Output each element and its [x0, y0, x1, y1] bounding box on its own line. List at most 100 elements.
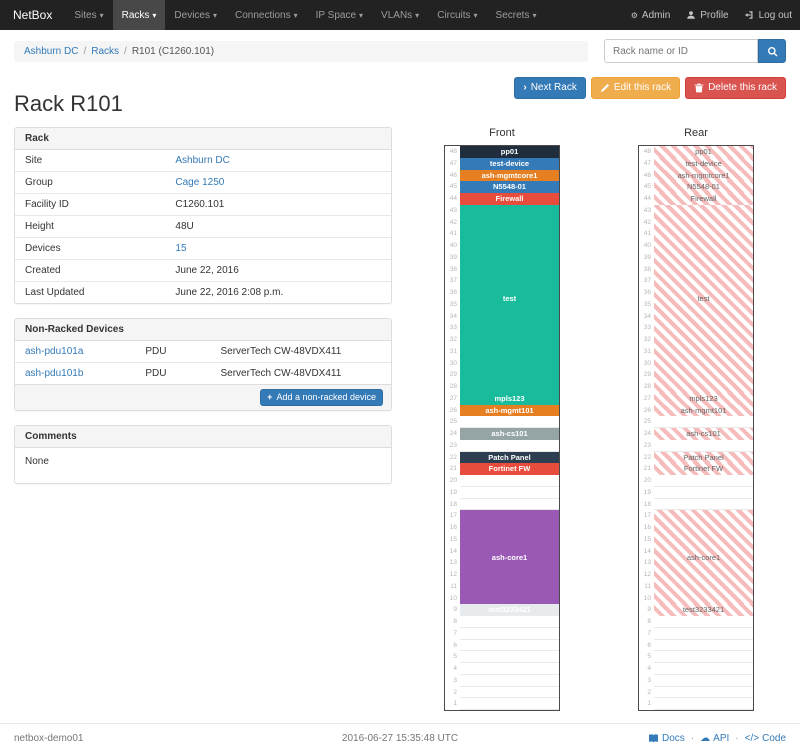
nav-item-racks[interactable]: Racks ▾ — [112, 0, 166, 30]
unit-number: 35 — [449, 300, 457, 308]
nav-item-profile[interactable]: Profile — [678, 0, 736, 30]
rear-elevation: Rear 48 47 46 45 44 43 42 41 40 39 38 37 36 35 34 33 32 3… — [638, 127, 754, 711]
unit-number: 12 — [643, 571, 651, 578]
rack-slot-fortinet-fw[interactable]: Fortinet FW — [460, 463, 559, 475]
button-label: Next Rack — [530, 82, 577, 93]
nav-item-sites[interactable]: Sites ▾ — [65, 0, 112, 30]
rack-slot-ash-cs101[interactable]: ash-cs101 — [654, 428, 753, 440]
rack-attr-row: Site Ashburn DC — [15, 150, 391, 172]
rack-slot-mpls123[interactable]: mpls123 — [460, 392, 559, 405]
device-link[interactable]: ash-pdu101b — [25, 368, 84, 379]
unit-number: 16 — [449, 524, 457, 531]
unit-number: 17 — [643, 512, 651, 520]
breadcrumb-item-racks[interactable]: Racks — [91, 45, 120, 57]
footer-link-code[interactable]: </> Code — [745, 733, 786, 744]
book-icon — [648, 733, 659, 744]
caret-down-icon: ▾ — [473, 10, 478, 20]
nav-item-log-out[interactable]: Log out — [737, 0, 800, 30]
nav-item-secrets[interactable]: Secrets ▾ — [487, 0, 546, 30]
unit-number: 18 — [449, 500, 457, 508]
rack-slots: pp01 test-device ash-mgmtcore1 N5548-01 Fire… — [654, 146, 753, 710]
rack-slot-fortinet-fw[interactable]: Fortinet FW — [654, 463, 753, 475]
breadcrumb: Ashburn DC / Racks / R101 (C1260.101) — [14, 40, 588, 62]
unit-number: 28 — [449, 383, 457, 390]
rack-slot-firewall[interactable]: Firewall — [460, 193, 559, 205]
rack-slot-n5548-01[interactable]: N5548-01 — [654, 181, 753, 193]
rack-slot-test[interactable]: test — [460, 204, 559, 393]
search-input[interactable] — [604, 39, 758, 63]
unit-number: 39 — [643, 253, 651, 261]
add-nonracked-device-button[interactable]: + Add a non-racked device — [260, 389, 383, 406]
unit-number: 16 — [643, 524, 651, 531]
unit-number: 23 — [449, 441, 457, 449]
rack-slot-ash-mgmtcore1[interactable]: ash-mgmtcore1 — [460, 169, 559, 182]
rack-slot-test3233421[interactable]: test3233421 — [654, 604, 753, 616]
rack-attr-row: Last Updated June 22, 2016 2:08 p.m. — [15, 281, 391, 303]
device-role-cell: PDU — [135, 362, 211, 384]
attr-value-link[interactable]: 15 — [175, 243, 187, 254]
nav-item-label: Log out — [758, 9, 792, 21]
rack-slot-test-device[interactable]: test-device — [460, 157, 559, 170]
rack-slot-empty — [460, 698, 559, 710]
rack-slot-ash-mgmt101[interactable]: ash-mgmt101 — [460, 404, 559, 417]
unit-number: 32 — [449, 336, 457, 343]
rack-slot-empty — [654, 674, 753, 687]
device-name-cell: ash-pdu101b — [15, 362, 136, 384]
attr-label: Last Updated — [15, 281, 166, 303]
rack-slot-empty — [460, 674, 559, 687]
attr-value: Cage 1250 — [165, 171, 391, 194]
nav-item-admin[interactable]: ⚙ Admin — [623, 0, 679, 30]
rack-slot-ash-mgmtcore1[interactable]: ash-mgmtcore1 — [654, 169, 753, 182]
rack-slot-empty — [654, 663, 753, 675]
rack-slots: pp01 test-device ash-mgmtcore1 N5548-01 Fire… — [460, 146, 559, 710]
rack-slot-ash-core1[interactable]: ash-core1 — [460, 510, 559, 605]
edit-this-rack-button[interactable]: Edit this rack — [590, 77, 681, 99]
search-button[interactable] — [758, 39, 786, 63]
rack-slot-empty — [654, 639, 753, 652]
rack-slot-firewall[interactable]: Firewall — [654, 193, 753, 205]
rack-slot-test-device[interactable]: test-device — [654, 157, 753, 170]
rack-panel: Rack Site Ashburn DC Group Cage 1250 Facilit… — [14, 127, 392, 304]
rack-attr-row: Group Cage 1250 — [15, 171, 391, 194]
rack-slot-patch-panel[interactable]: Patch Panel — [460, 451, 559, 464]
rack-slot-ash-mgmt101[interactable]: ash-mgmt101 — [654, 404, 753, 417]
navbar: NetBox Sites ▾ Racks ▾ Devices ▾ Connections ▾ I… — [0, 0, 800, 30]
rack-slot-test3233421[interactable]: test3233421 — [460, 604, 559, 616]
footer-link-docs[interactable]: Docs — [648, 733, 685, 744]
delete-this-rack-button[interactable]: Delete this rack — [685, 77, 786, 99]
attr-value-link[interactable]: Ashburn DC — [175, 155, 230, 166]
nav-item-circuits[interactable]: Circuits ▾ — [428, 0, 486, 30]
rack-slot-n5548-01[interactable]: N5548-01 — [460, 181, 559, 193]
next-rack-button[interactable]: › Next Rack — [514, 77, 586, 99]
brand[interactable]: NetBox — [13, 8, 53, 22]
nav-item-connections[interactable]: Connections ▾ — [226, 0, 307, 30]
footer-link-api[interactable]: ☁ API — [700, 733, 729, 744]
unit-number: 3 — [647, 676, 651, 684]
rack-slot-pp01[interactable]: pp01 — [460, 146, 559, 158]
nav-item-devices[interactable]: Devices ▾ — [165, 0, 226, 30]
attr-value-link[interactable]: Cage 1250 — [175, 177, 225, 188]
nav-item-vlans[interactable]: VLANs ▾ — [372, 0, 428, 30]
footer-links: Docs · ☁ API · </> Code — [552, 733, 786, 744]
unit-number: 12 — [449, 571, 457, 578]
unit-number: 22 — [449, 453, 457, 461]
rack-slot-test[interactable]: test — [654, 204, 753, 393]
nonracked-device-row: ash-pdu101a PDU ServerTech CW-48VDX411 — [15, 341, 391, 363]
rack-details-column: Rack Site Ashburn DC Group Cage 1250 Facilit… — [14, 127, 392, 498]
breadcrumb-item-r101-c1260-101: R101 (C1260.101) — [131, 45, 215, 57]
rack-slot-mpls123[interactable]: mpls123 — [654, 392, 753, 405]
rack-slot-patch-panel[interactable]: Patch Panel — [654, 451, 753, 464]
button-label: Delete this rack — [708, 82, 777, 93]
rack-slot-ash-core1[interactable]: ash-core1 — [654, 510, 753, 605]
rack-slot-empty — [654, 616, 753, 628]
rack-slot-ash-cs101[interactable]: ash-cs101 — [460, 428, 559, 440]
trash-icon — [694, 83, 704, 93]
rack-slot-empty — [654, 486, 753, 499]
rack-slot-empty — [460, 639, 559, 652]
device-link[interactable]: ash-pdu101a — [25, 346, 84, 357]
breadcrumb-item-ashburn-dc[interactable]: Ashburn DC — [24, 45, 79, 57]
rack-slot-empty — [654, 698, 753, 710]
rack-panel-title: Rack — [15, 128, 391, 150]
rack-slot-pp01[interactable]: pp01 — [654, 146, 753, 158]
nav-item-ip-space[interactable]: IP Space ▾ — [307, 0, 372, 30]
